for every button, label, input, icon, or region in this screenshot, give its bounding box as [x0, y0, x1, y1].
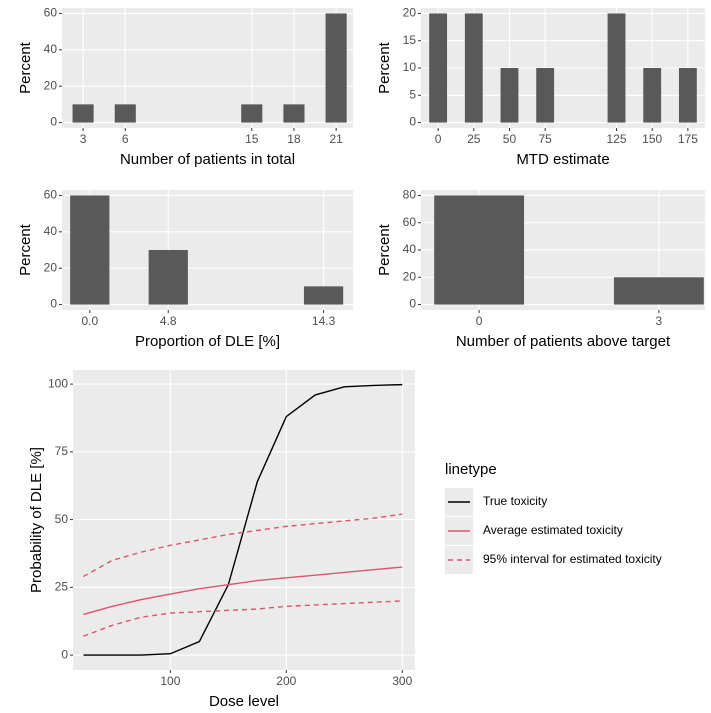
line	[83, 600, 403, 637]
x-tick-label: 14.3	[312, 314, 336, 328]
y-tick-label: 0	[50, 297, 57, 311]
legend-label: Average estimated toxicity	[483, 523, 623, 537]
bar	[500, 68, 519, 123]
bar	[70, 195, 110, 305]
x-axis-title: MTD estimate	[516, 151, 609, 168]
y-tick-label: 75	[55, 444, 69, 458]
bar	[325, 13, 347, 123]
bar	[429, 13, 448, 123]
y-tick-label: 50	[55, 512, 69, 526]
x-axis-title: Number of patients in total	[120, 151, 295, 168]
y-axis-title: Probability of DLE [%]	[28, 447, 45, 593]
legend-label: True toxicity	[483, 494, 547, 508]
x-axis-title: Number of patients above target	[456, 333, 671, 350]
y-tick-label: 20	[44, 78, 58, 92]
panel-background	[62, 8, 353, 128]
y-tick-label: 60	[44, 188, 58, 202]
x-tick-label: 18	[287, 132, 301, 146]
bar	[303, 286, 344, 305]
y-tick-label: 5	[409, 87, 416, 101]
bar	[114, 104, 136, 123]
x-tick-label: 25	[467, 132, 481, 146]
y-tick-label: 20	[403, 269, 417, 283]
y-axis-title: Percent	[17, 41, 34, 94]
x-tick-label: 0	[435, 132, 442, 146]
y-tick-label: 40	[44, 42, 58, 56]
line	[83, 566, 403, 616]
bar	[678, 68, 697, 123]
legend-label: 95% interval for estimated toxicity	[483, 552, 662, 566]
x-tick-label: 100	[160, 674, 180, 688]
x-tick-label: 200	[276, 674, 296, 688]
bar	[241, 104, 263, 123]
bar	[464, 13, 483, 123]
y-tick-label: 40	[44, 224, 58, 238]
y-tick-label: 60	[44, 6, 58, 20]
y-tick-label: 10	[403, 60, 417, 74]
y-tick-label: 20	[403, 6, 417, 20]
x-tick-label: 175	[678, 132, 698, 146]
y-tick-label: 20	[44, 260, 58, 274]
y-tick-label: 100	[48, 376, 68, 390]
y-tick-label: 25	[55, 580, 69, 594]
x-tick-label: 3	[656, 314, 663, 328]
x-tick-label: 0	[476, 314, 483, 328]
bar	[536, 68, 555, 123]
x-axis-title: Dose level	[209, 693, 279, 710]
bar	[607, 13, 626, 123]
x-tick-label: 75	[538, 132, 552, 146]
bar	[643, 68, 662, 123]
x-tick-label: 50	[503, 132, 517, 146]
x-tick-label: 15	[245, 132, 259, 146]
y-tick-label: 0	[50, 115, 57, 129]
x-tick-label: 3	[80, 132, 87, 146]
x-axis-title: Proportion of DLE [%]	[135, 333, 280, 350]
bar	[72, 104, 94, 123]
bar	[613, 277, 704, 305]
y-tick-label: 80	[403, 188, 417, 202]
x-tick-label: 6	[122, 132, 129, 146]
y-axis-title: Percent	[376, 223, 393, 276]
x-tick-label: 4.8	[160, 314, 177, 328]
y-tick-label: 0	[61, 647, 68, 661]
x-tick-label: 21	[329, 132, 343, 146]
y-tick-label: 0	[409, 115, 416, 129]
y-tick-label: 40	[403, 242, 417, 256]
line	[83, 513, 403, 578]
bar	[283, 104, 305, 123]
x-tick-label: 125	[607, 132, 627, 146]
bar	[148, 250, 188, 305]
bar	[434, 195, 525, 305]
y-tick-label: 0	[409, 297, 416, 311]
y-tick-label: 60	[403, 215, 417, 229]
y-axis-title: Percent	[376, 41, 393, 94]
y-axis-title: Percent	[17, 223, 34, 276]
x-tick-label: 300	[392, 674, 412, 688]
y-tick-label: 15	[403, 33, 417, 47]
x-tick-label: 0.0	[81, 314, 98, 328]
legend-title: linetype	[445, 461, 497, 478]
x-tick-label: 150	[642, 132, 662, 146]
